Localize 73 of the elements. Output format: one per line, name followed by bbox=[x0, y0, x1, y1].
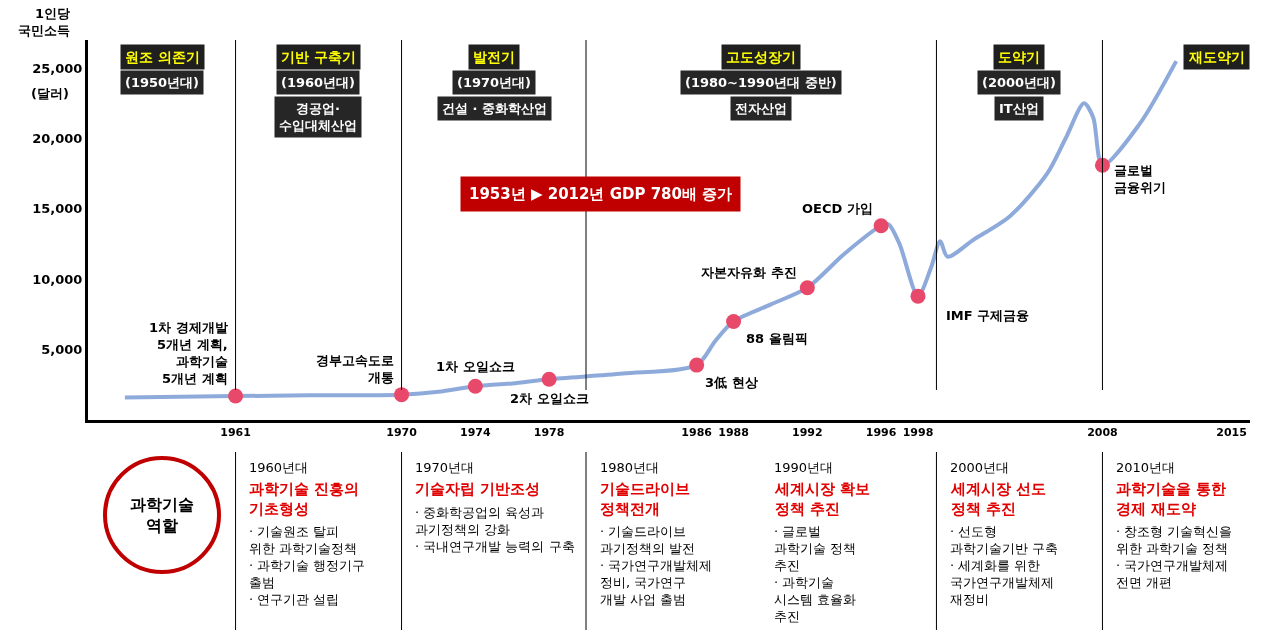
text: · 중화학공업의 육성과 과기정책의 강화 · 국내연구개발 능력의 구축 bbox=[415, 505, 575, 554]
annotation: (1970년대) bbox=[457, 75, 532, 90]
annotation: 재도약기 bbox=[1188, 49, 1245, 65]
point bbox=[799, 280, 815, 296]
x-tick-label: 2008 bbox=[1087, 426, 1118, 440]
text: · 창조형 기술혁신을 위한 과학기술 정책 · 국가연구개발체제 전면 개편 bbox=[1116, 524, 1233, 590]
y-tick-label: 10,000 bbox=[32, 271, 83, 287]
annotation: 1차 경제개발 5개년 계획, 과학기술 5개년 계획 bbox=[149, 320, 228, 386]
text: 과학기술 진흥의 기초형성 bbox=[249, 480, 360, 518]
text: · 기술원조 탈피 위한 과학기술정책 · 과학기술 행정기구 출범 · 연구기관 설립 bbox=[249, 524, 366, 607]
y-axis-title: 1인당 국민소득 bbox=[18, 6, 70, 38]
x-tick-label: 1974 bbox=[460, 426, 491, 440]
point bbox=[689, 357, 705, 373]
point bbox=[467, 378, 483, 394]
annotation: 글로벌 금융위기 bbox=[1114, 163, 1166, 195]
text: · 글로벌 과학기술 정책 추진 · 과학기술 시스템 효율화 추진 bbox=[774, 524, 857, 624]
annotation: 3低 현상 bbox=[705, 375, 758, 390]
annotation: 2차 오일쇼크 bbox=[510, 391, 589, 406]
text: 기술자립 기반조성 bbox=[415, 480, 541, 498]
y-tick-label: 15,000 bbox=[32, 201, 83, 217]
annotation: (1980~1990년대 중반) bbox=[685, 75, 837, 90]
text: · 선도형 과학기술기반 구축 · 세계화를 위한 국가연구개발체제 재정비 bbox=[950, 524, 1059, 607]
annotation: 고도성장기 bbox=[726, 49, 796, 65]
x-tick-label: 1998 bbox=[902, 426, 934, 440]
text: 세계시장 확보 정책 추진 bbox=[774, 480, 871, 518]
annotation: 88 올림픽 bbox=[746, 331, 808, 346]
x-tick-label: 2015 bbox=[1216, 426, 1247, 440]
x-tick-label: 1961 bbox=[220, 426, 251, 440]
point bbox=[910, 288, 926, 304]
point bbox=[873, 218, 889, 234]
y-tick-label: 20,000 bbox=[32, 131, 83, 147]
text: 1960년대 bbox=[249, 460, 309, 475]
annotation: IMF 구제금융 bbox=[946, 308, 1030, 323]
text: 기술드라이브 정책전개 bbox=[600, 480, 690, 518]
text: 2010년대 bbox=[1116, 460, 1176, 475]
annotation: 기반 구축기 bbox=[281, 49, 356, 65]
x-tick-label: 1986 bbox=[681, 426, 713, 440]
point bbox=[726, 313, 742, 329]
text: 과학기술 역할 bbox=[130, 495, 194, 535]
annotation: 경공업· 수입대체산업 bbox=[279, 101, 357, 133]
text: · 기술드라이브 과기정책의 발전 · 국가연구개발체제 정비, 국가연구 개발 사업 출범 bbox=[600, 524, 713, 607]
x-tick-label: 1988 bbox=[718, 426, 749, 440]
annotation: 경부고속도로 개통 bbox=[316, 353, 394, 385]
x-tick-label: 1978 bbox=[533, 426, 565, 440]
annotation: 1차 오일쇼크 bbox=[436, 359, 515, 374]
text: (달러) bbox=[31, 86, 69, 101]
annotation: (1960년대) bbox=[281, 75, 356, 90]
annotation: OECD 가입 bbox=[802, 201, 873, 216]
annotation: 원조 의존기 bbox=[125, 49, 200, 65]
text: 과학기술을 통한 경제 재도약 bbox=[1116, 480, 1227, 518]
annotation: 발전기 bbox=[473, 49, 515, 65]
annotation: 자본자유화 추진 bbox=[701, 265, 797, 280]
annotation: (1950년대) bbox=[125, 75, 200, 90]
point bbox=[1094, 157, 1110, 173]
text: 1980년대 bbox=[600, 460, 660, 475]
annotation: 도약기 bbox=[998, 49, 1040, 65]
annotation: IT산업 bbox=[999, 101, 1039, 116]
x-tick-label: 1970 bbox=[386, 426, 418, 440]
x-tick-label: 1992 bbox=[792, 426, 823, 440]
annotation: 1953년 ▶ 2012년 GDP 780배 증가 bbox=[469, 185, 733, 203]
annotation: (2000년대) bbox=[982, 75, 1057, 90]
text: 1970년대 bbox=[415, 460, 475, 475]
point bbox=[394, 387, 410, 403]
point bbox=[228, 388, 244, 404]
y-tick-label: 25,000 bbox=[32, 60, 83, 76]
text: 세계시장 선도 정책 추진 bbox=[950, 480, 1047, 518]
y-tick-label: 5,000 bbox=[41, 342, 83, 358]
text: 1990년대 bbox=[774, 460, 834, 475]
point bbox=[541, 371, 557, 387]
annotation: 건설 · 중화학산업 bbox=[442, 101, 547, 116]
annotation: 전자산업 bbox=[735, 101, 787, 116]
text: 2000년대 bbox=[950, 460, 1010, 475]
x-tick-label: 1996 bbox=[865, 426, 897, 440]
